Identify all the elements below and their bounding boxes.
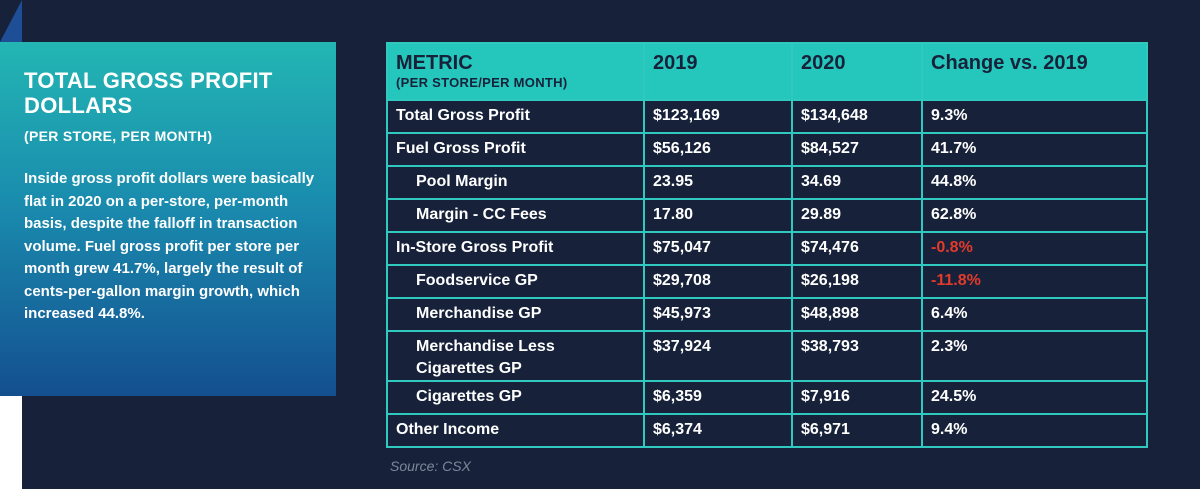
panel-body: Inside gross profit dollars were basical… [24, 170, 315, 322]
source-note: Source: CSX [390, 458, 471, 474]
header-metric-sub: (PER STORE/PER MONTH) [396, 75, 568, 90]
value-2020-cell: 29.89 [791, 198, 923, 233]
change-cell: 2.3% [921, 330, 1148, 382]
metric-cell: Total Gross Profit [386, 99, 645, 134]
header-2020: 2020 [791, 42, 923, 101]
table-header-row: METRIC (PER STORE/PER MONTH) 2019 2020 C… [386, 42, 1148, 101]
table-row: Pool Margin 23.95 34.69 44.8% [386, 165, 1148, 200]
change-cell: 9.3% [921, 99, 1148, 134]
table-row: Other Income $6,374 $6,971 9.4% [386, 413, 1148, 448]
value-2020-cell: $26,198 [791, 264, 923, 299]
table-row: Merchandise GP $45,973 $48,898 6.4% [386, 297, 1148, 332]
change-cell: 9.4% [921, 413, 1148, 448]
value-2019-cell: $123,169 [643, 99, 793, 134]
value-2020-cell: 34.69 [791, 165, 923, 200]
side-edge [0, 396, 22, 489]
table-row: In-Store Gross Profit $75,047 $74,476 -0… [386, 231, 1148, 266]
table-row: Margin - CC Fees 17.80 29.89 62.8% [386, 198, 1148, 233]
panel-title: TOTAL GROSS PROFIT DOLLARS [24, 68, 273, 118]
change-cell: 44.8% [921, 165, 1148, 200]
table-row: Fuel Gross Profit $56,126 $84,527 41.7% [386, 132, 1148, 167]
corner-accent [0, 0, 22, 42]
value-2019-cell: $6,359 [643, 380, 793, 415]
metric-cell: Fuel Gross Profit [386, 132, 645, 167]
header-change: Change vs. 2019 [921, 42, 1148, 101]
value-2019-cell: 23.95 [643, 165, 793, 200]
value-2020-cell: $134,648 [791, 99, 923, 134]
header-2019: 2019 [643, 42, 793, 101]
change-cell: -11.8% [921, 264, 1148, 299]
value-2020-cell: $48,898 [791, 297, 923, 332]
table-row: Foodservice GP $29,708 $26,198 -11.8% [386, 264, 1148, 299]
value-2020-cell: $84,527 [791, 132, 923, 167]
value-2020-cell: $7,916 [791, 380, 923, 415]
value-2020-cell: $38,793 [791, 330, 923, 382]
table-row: Cigarettes GP $6,359 $7,916 24.5% [386, 380, 1148, 415]
gross-profit-table: METRIC (PER STORE/PER MONTH) 2019 2020 C… [386, 42, 1148, 448]
value-2020-cell: $6,971 [791, 413, 923, 448]
table-row: Merchandise Less Cigarettes GP $37,924 $… [386, 330, 1148, 382]
table-row: Total Gross Profit $123,169 $134,648 9.3… [386, 99, 1148, 134]
header-metric: METRIC (PER STORE/PER MONTH) [386, 42, 645, 101]
change-cell: -0.8% [921, 231, 1148, 266]
metric-cell: Foodservice GP [386, 264, 645, 299]
change-cell: 24.5% [921, 380, 1148, 415]
metric-cell: Merchandise Less Cigarettes GP [386, 330, 645, 382]
change-cell: 62.8% [921, 198, 1148, 233]
value-2019-cell: $37,924 [643, 330, 793, 382]
panel-subtitle: (PER STORE, PER MONTH) [24, 128, 213, 144]
metric-cell: Cigarettes GP [386, 380, 645, 415]
summary-panel: TOTAL GROSS PROFIT DOLLARS (PER STORE, P… [0, 42, 336, 396]
change-cell: 6.4% [921, 297, 1148, 332]
metric-cell: In-Store Gross Profit [386, 231, 645, 266]
value-2019-cell: $56,126 [643, 132, 793, 167]
value-2019-cell: $75,047 [643, 231, 793, 266]
value-2020-cell: $74,476 [791, 231, 923, 266]
change-cell: 41.7% [921, 132, 1148, 167]
metric-cell: Other Income [386, 413, 645, 448]
value-2019-cell: $45,973 [643, 297, 793, 332]
metric-cell: Pool Margin [386, 165, 645, 200]
value-2019-cell: $6,374 [643, 413, 793, 448]
value-2019-cell: $29,708 [643, 264, 793, 299]
header-metric-label: METRIC [396, 52, 473, 74]
metric-cell: Margin - CC Fees [386, 198, 645, 233]
metric-cell: Merchandise GP [386, 297, 645, 332]
value-2019-cell: 17.80 [643, 198, 793, 233]
